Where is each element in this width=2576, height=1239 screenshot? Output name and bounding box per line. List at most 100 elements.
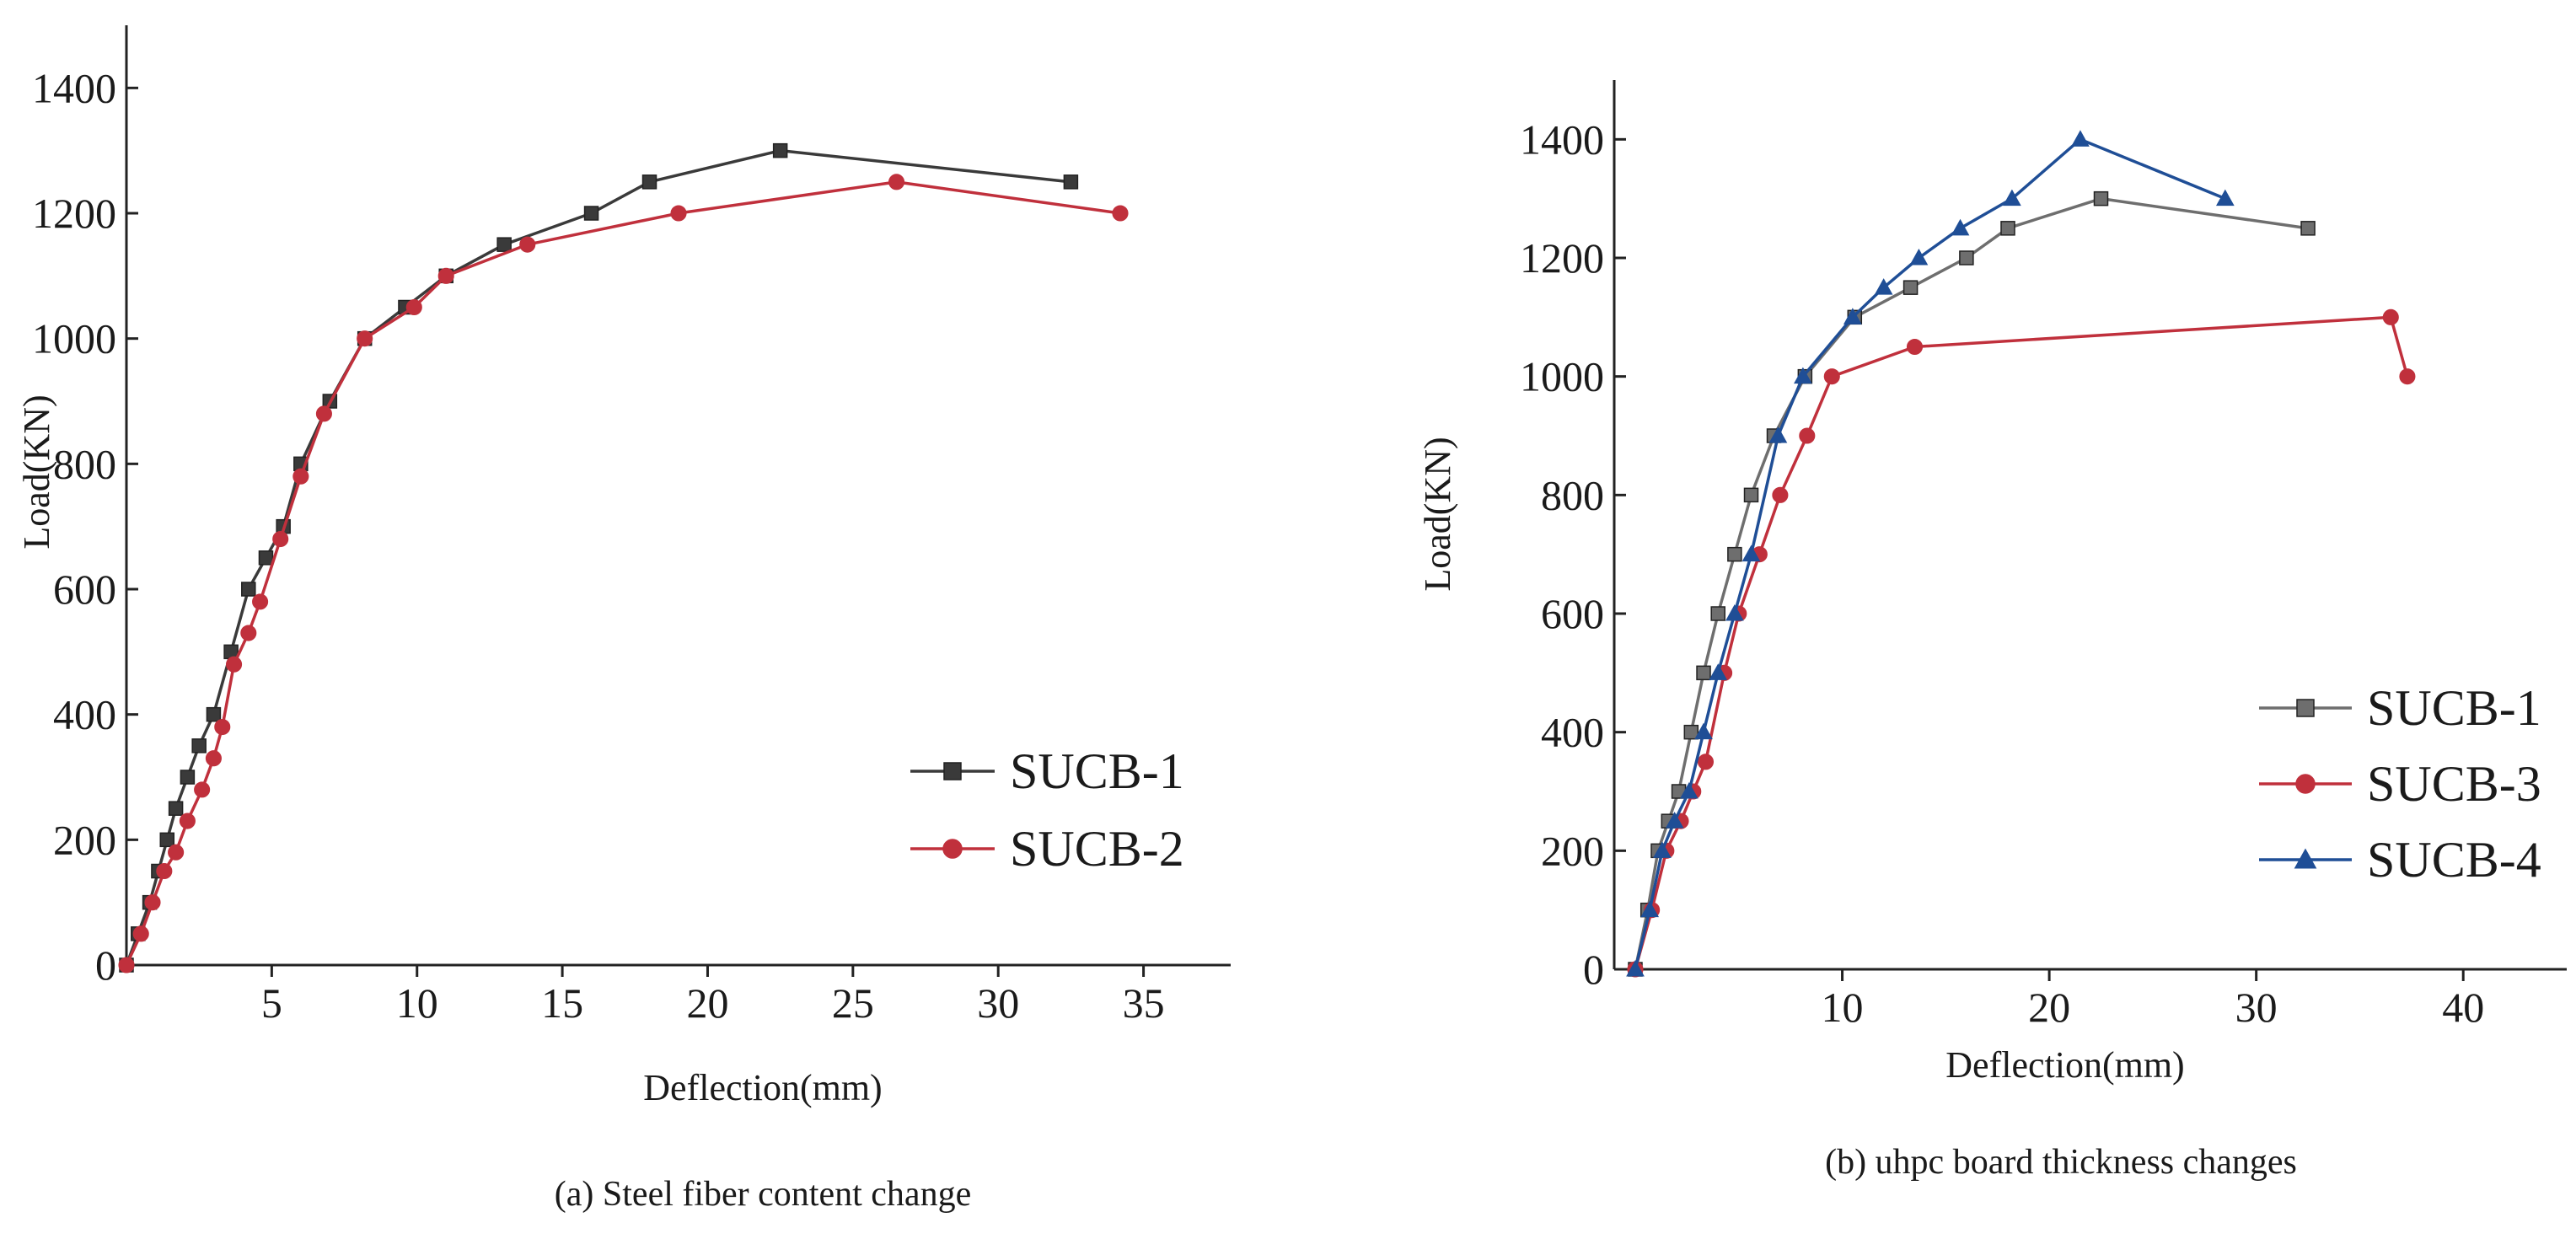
- legend-label: SUCB-3: [2367, 756, 2541, 812]
- data-point-sucb-2: [205, 750, 222, 767]
- data-point-sucb-4: [1679, 781, 1699, 799]
- series-sucb-2: [118, 174, 1129, 974]
- data-point-sucb-1: [1710, 606, 1725, 621]
- data-point-sucb-4: [1653, 841, 1672, 858]
- y-tick-label: 1000: [32, 315, 116, 362]
- chart-caption: (a) Steel fiber content change: [555, 1175, 971, 1214]
- data-point-sucb-2: [519, 236, 536, 253]
- data-point-sucb-2: [272, 530, 289, 548]
- y-tick-label: 400: [1541, 709, 1604, 756]
- data-point-sucb-4: [1725, 603, 1744, 621]
- data-point-sucb-2: [168, 844, 185, 861]
- data-point-sucb-3: [1697, 754, 1715, 770]
- x-axis-label: Deflection(mm): [643, 1067, 882, 1108]
- x-tick-label: 40: [2442, 984, 2484, 1031]
- y-axis-label: Load(KN): [1417, 437, 1458, 591]
- legend-label: SUCB-1: [1010, 743, 1184, 799]
- data-point-sucb-2: [405, 298, 422, 316]
- y-tick-label: 800: [1541, 471, 1604, 518]
- chart-b-uhpc-thickness: 0 200 400 600 800 1000 1200 1400 10 20 30 40 Load(KN…: [1417, 80, 2567, 1182]
- data-point-sucb-4: [2215, 189, 2235, 206]
- data-point-sucb-4: [2003, 189, 2021, 206]
- y-tick-label: 600: [1541, 590, 1604, 637]
- data-point-sucb-4: [1768, 426, 1788, 443]
- data-point-sucb-2: [226, 656, 243, 673]
- x-tick-label: 30: [2235, 984, 2278, 1031]
- data-point-sucb-3: [1772, 486, 1789, 503]
- series-sucb-3: [1627, 308, 2416, 978]
- y-tick-label: 1200: [32, 190, 116, 237]
- x-tick-label: 10: [396, 979, 438, 1027]
- data-point-sucb-1: [1959, 250, 1974, 266]
- data-point-sucb-2: [179, 813, 196, 829]
- data-point-sucb-2: [156, 862, 173, 880]
- data-point-sucb-4: [1694, 722, 1713, 740]
- data-point-sucb-1: [159, 832, 175, 848]
- data-point-sucb-2: [670, 205, 687, 222]
- data-point-sucb-2: [118, 957, 135, 974]
- data-point-sucb-4: [1626, 959, 1645, 977]
- data-point-sucb-2: [132, 925, 149, 942]
- x-tick-label: 5: [261, 979, 282, 1027]
- x-tick-label: 35: [1123, 979, 1165, 1027]
- series-sucb-1: [1628, 190, 2316, 977]
- data-point-sucb-1: [258, 550, 274, 566]
- data-point-sucb-1: [1683, 724, 1699, 740]
- legend-label: SUCB-2: [1010, 821, 1184, 877]
- data-point-sucb-2: [194, 781, 211, 798]
- legend-marker: [943, 762, 962, 780]
- data-point-sucb-1: [583, 206, 599, 221]
- chart-caption: (b) uhpc board thickness changes: [1825, 1143, 2297, 1182]
- data-point-sucb-4: [1741, 544, 1761, 562]
- data-point-sucb-1: [772, 142, 788, 158]
- legend-marker: [942, 839, 963, 859]
- data-point-sucb-2: [357, 330, 373, 347]
- data-point-sucb-2: [292, 468, 309, 485]
- data-point-sucb-4: [1709, 663, 1728, 680]
- legend-label: SUCB-4: [2367, 832, 2541, 888]
- series-line-sucb-4: [1634, 137, 2226, 970]
- data-point-sucb-1: [168, 801, 184, 816]
- data-point-sucb-4: [1909, 248, 1929, 266]
- y-tick-label: 200: [1541, 827, 1604, 874]
- data-point-sucb-3: [2382, 308, 2399, 325]
- data-point-sucb-1: [241, 582, 256, 597]
- data-point-sucb-1: [1063, 174, 1079, 190]
- data-point-sucb-1: [1696, 665, 1711, 681]
- x-tick-label: 20: [2028, 984, 2070, 1031]
- series-line-sucb-3: [1634, 315, 2409, 970]
- y-tick-label: 600: [53, 566, 116, 613]
- y-tick-label: 1400: [1520, 115, 1604, 163]
- chart-a-steel-fiber: 0 200 400 600 800 1000 1200 1400 5 10 15 20 25 30 35 Lo…: [16, 25, 1231, 1214]
- data-point-sucb-2: [437, 267, 454, 284]
- y-tick-label: 0: [1583, 946, 1604, 993]
- series-line-sucb-2: [125, 180, 1121, 966]
- y-tick-label: 1400: [32, 64, 116, 111]
- x-axis-label: Deflection(mm): [1945, 1044, 2184, 1086]
- legend-marker: [2295, 774, 2316, 794]
- y-tick-label: 1200: [1520, 234, 1604, 282]
- data-point-sucb-4: [2071, 130, 2090, 147]
- data-point-sucb-2: [144, 894, 161, 911]
- y-tick-label: 400: [53, 691, 116, 738]
- x-tick-label: 10: [1822, 984, 1864, 1031]
- data-point-sucb-3: [2399, 368, 2416, 385]
- data-point-sucb-2: [214, 718, 231, 736]
- data-point-sucb-1: [2300, 221, 2316, 236]
- y-tick-label: 0: [95, 941, 116, 989]
- data-point-sucb-4: [1874, 278, 1893, 295]
- x-tick-label: 15: [541, 979, 583, 1027]
- data-point-sucb-1: [206, 706, 222, 722]
- data-point-sucb-1: [2093, 190, 2109, 206]
- data-point-sucb-1: [191, 738, 207, 754]
- data-point-sucb-2: [888, 174, 905, 190]
- data-point-sucb-4: [1843, 308, 1862, 324]
- data-point-sucb-1: [641, 174, 657, 190]
- data-point-sucb-2: [252, 593, 269, 610]
- data-point-sucb-3: [1799, 427, 1816, 444]
- data-point-sucb-1: [1902, 280, 1919, 295]
- data-point-sucb-2: [1112, 205, 1129, 222]
- x-tick-label: 30: [977, 979, 1019, 1027]
- series-sucb-4: [1626, 130, 2235, 977]
